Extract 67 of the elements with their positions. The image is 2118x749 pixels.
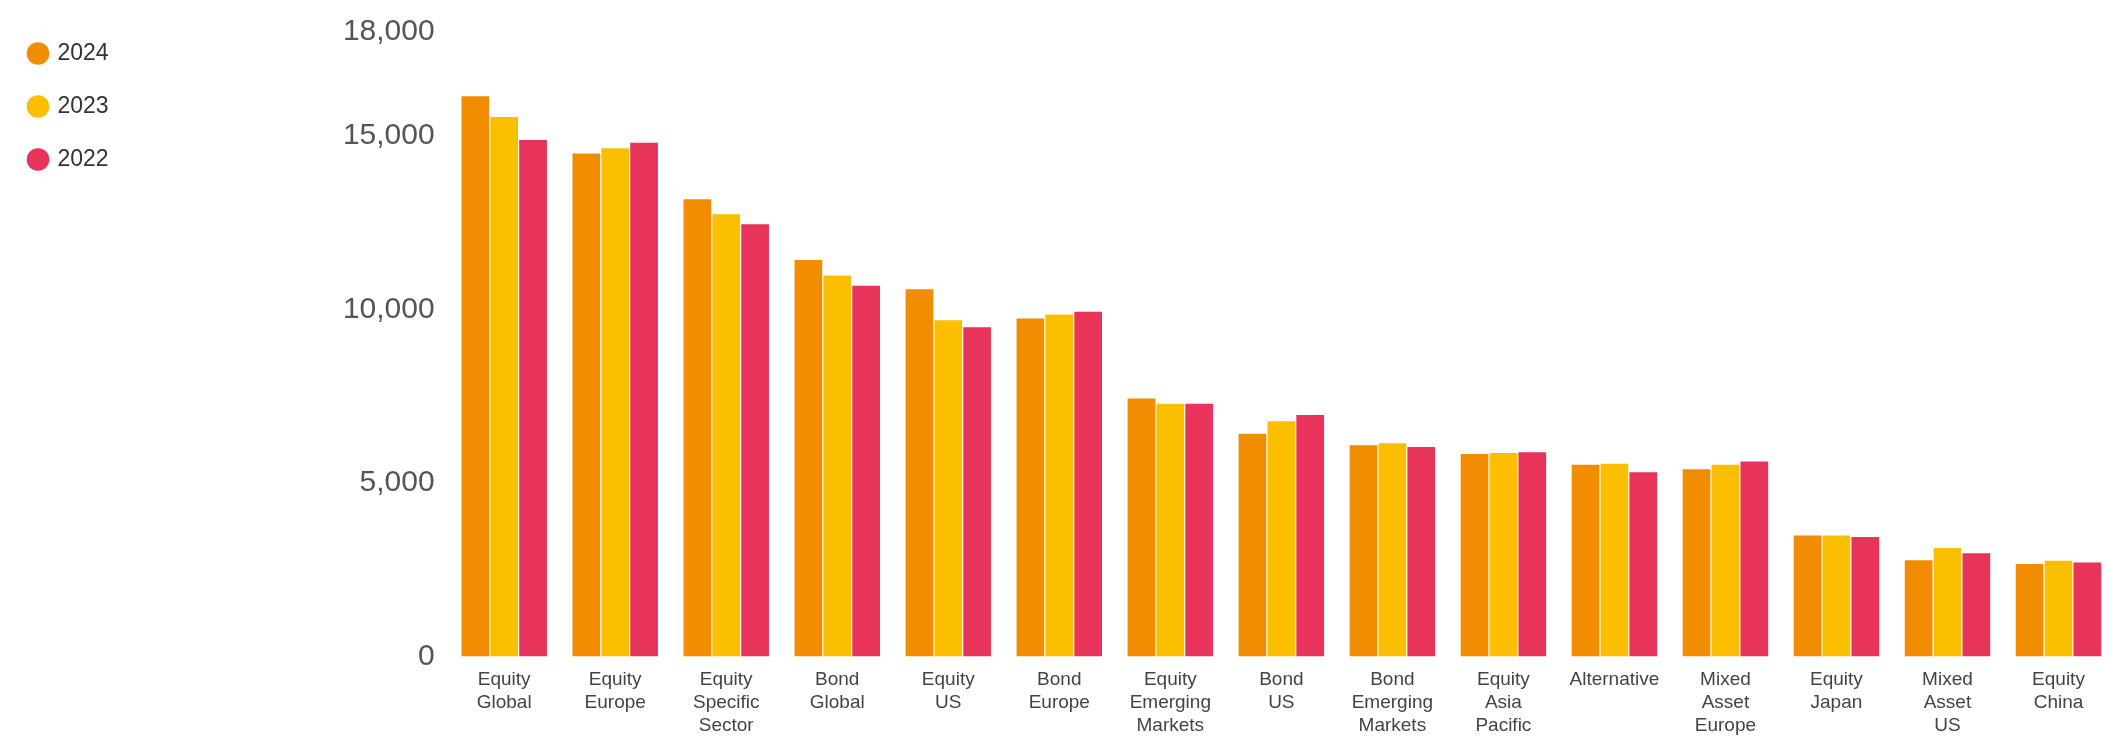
bar <box>1238 433 1267 657</box>
bar <box>1793 535 1822 657</box>
x-tick-label: Equity Specific Sector <box>692 668 760 735</box>
bar <box>1933 547 1962 657</box>
bar <box>490 117 519 657</box>
bar <box>1074 311 1103 657</box>
legend-label: 2024 <box>57 38 109 65</box>
y-tick-label: 0 <box>417 637 435 671</box>
x-tick-label: Equity Asia Pacific <box>1475 668 1532 735</box>
y-tick-label: 15,000 <box>342 117 435 151</box>
y-tick-label: 5,000 <box>359 464 435 498</box>
bar <box>1127 398 1156 657</box>
bar <box>630 142 658 657</box>
x-tick-label: Bond Emerging Markets <box>1351 668 1434 735</box>
bar <box>2015 563 2044 657</box>
bar <box>1851 536 1880 657</box>
y-tick-label: 10,000 <box>342 290 435 324</box>
x-tick-label: Mixed Asset Europe <box>1694 668 1757 735</box>
bar <box>1682 469 1711 657</box>
bar <box>1460 453 1489 657</box>
bar <box>461 96 490 657</box>
legend-label: 2022 <box>57 144 109 171</box>
x-tick-label: Mixed Asset US <box>1922 668 1973 735</box>
y-tick-label: 18,000 <box>342 13 435 47</box>
bar <box>1349 445 1378 657</box>
x-tick-label: Equity Japan <box>1810 668 1864 713</box>
x-tick-label: Equity US <box>921 668 976 713</box>
bar <box>712 214 741 657</box>
bar <box>572 153 601 657</box>
bar <box>1407 447 1436 657</box>
bar <box>934 320 963 657</box>
bar <box>1016 318 1045 657</box>
bar <box>1600 463 1629 657</box>
x-tick-label: Equity Global <box>476 668 532 713</box>
bar <box>741 224 769 657</box>
bar <box>1296 415 1325 657</box>
bar <box>1822 535 1851 657</box>
bar <box>1156 403 1185 657</box>
bar <box>601 148 630 657</box>
bar <box>1629 472 1658 657</box>
x-tick-label: Equity Europe <box>584 668 646 713</box>
bar <box>1904 560 1933 657</box>
bar <box>1489 452 1518 657</box>
bar <box>852 285 880 657</box>
bar <box>2044 560 2073 657</box>
bar <box>519 139 547 657</box>
bar <box>963 327 991 657</box>
bar <box>1711 464 1740 657</box>
bar <box>1962 553 1991 657</box>
x-tick-label: Bond Global <box>809 668 865 713</box>
bar <box>794 259 823 657</box>
bar <box>1267 421 1296 657</box>
x-tick-label: Equity China <box>2032 668 2086 713</box>
x-tick-label: Bond US <box>1259 668 1304 713</box>
bar <box>1378 443 1407 657</box>
bar <box>1185 403 1214 657</box>
x-tick-label: Bond Europe <box>1028 668 1090 713</box>
bar <box>2073 562 2102 657</box>
bar <box>905 289 934 657</box>
legend-label: 2023 <box>57 91 109 118</box>
x-tick-label: Equity Emerging Markets <box>1129 668 1211 735</box>
bar <box>1571 464 1600 657</box>
bar <box>683 199 712 657</box>
bar <box>1045 314 1074 657</box>
bar <box>823 275 852 657</box>
bar <box>1518 452 1547 657</box>
x-tick-label: Alternative <box>1569 668 1660 690</box>
